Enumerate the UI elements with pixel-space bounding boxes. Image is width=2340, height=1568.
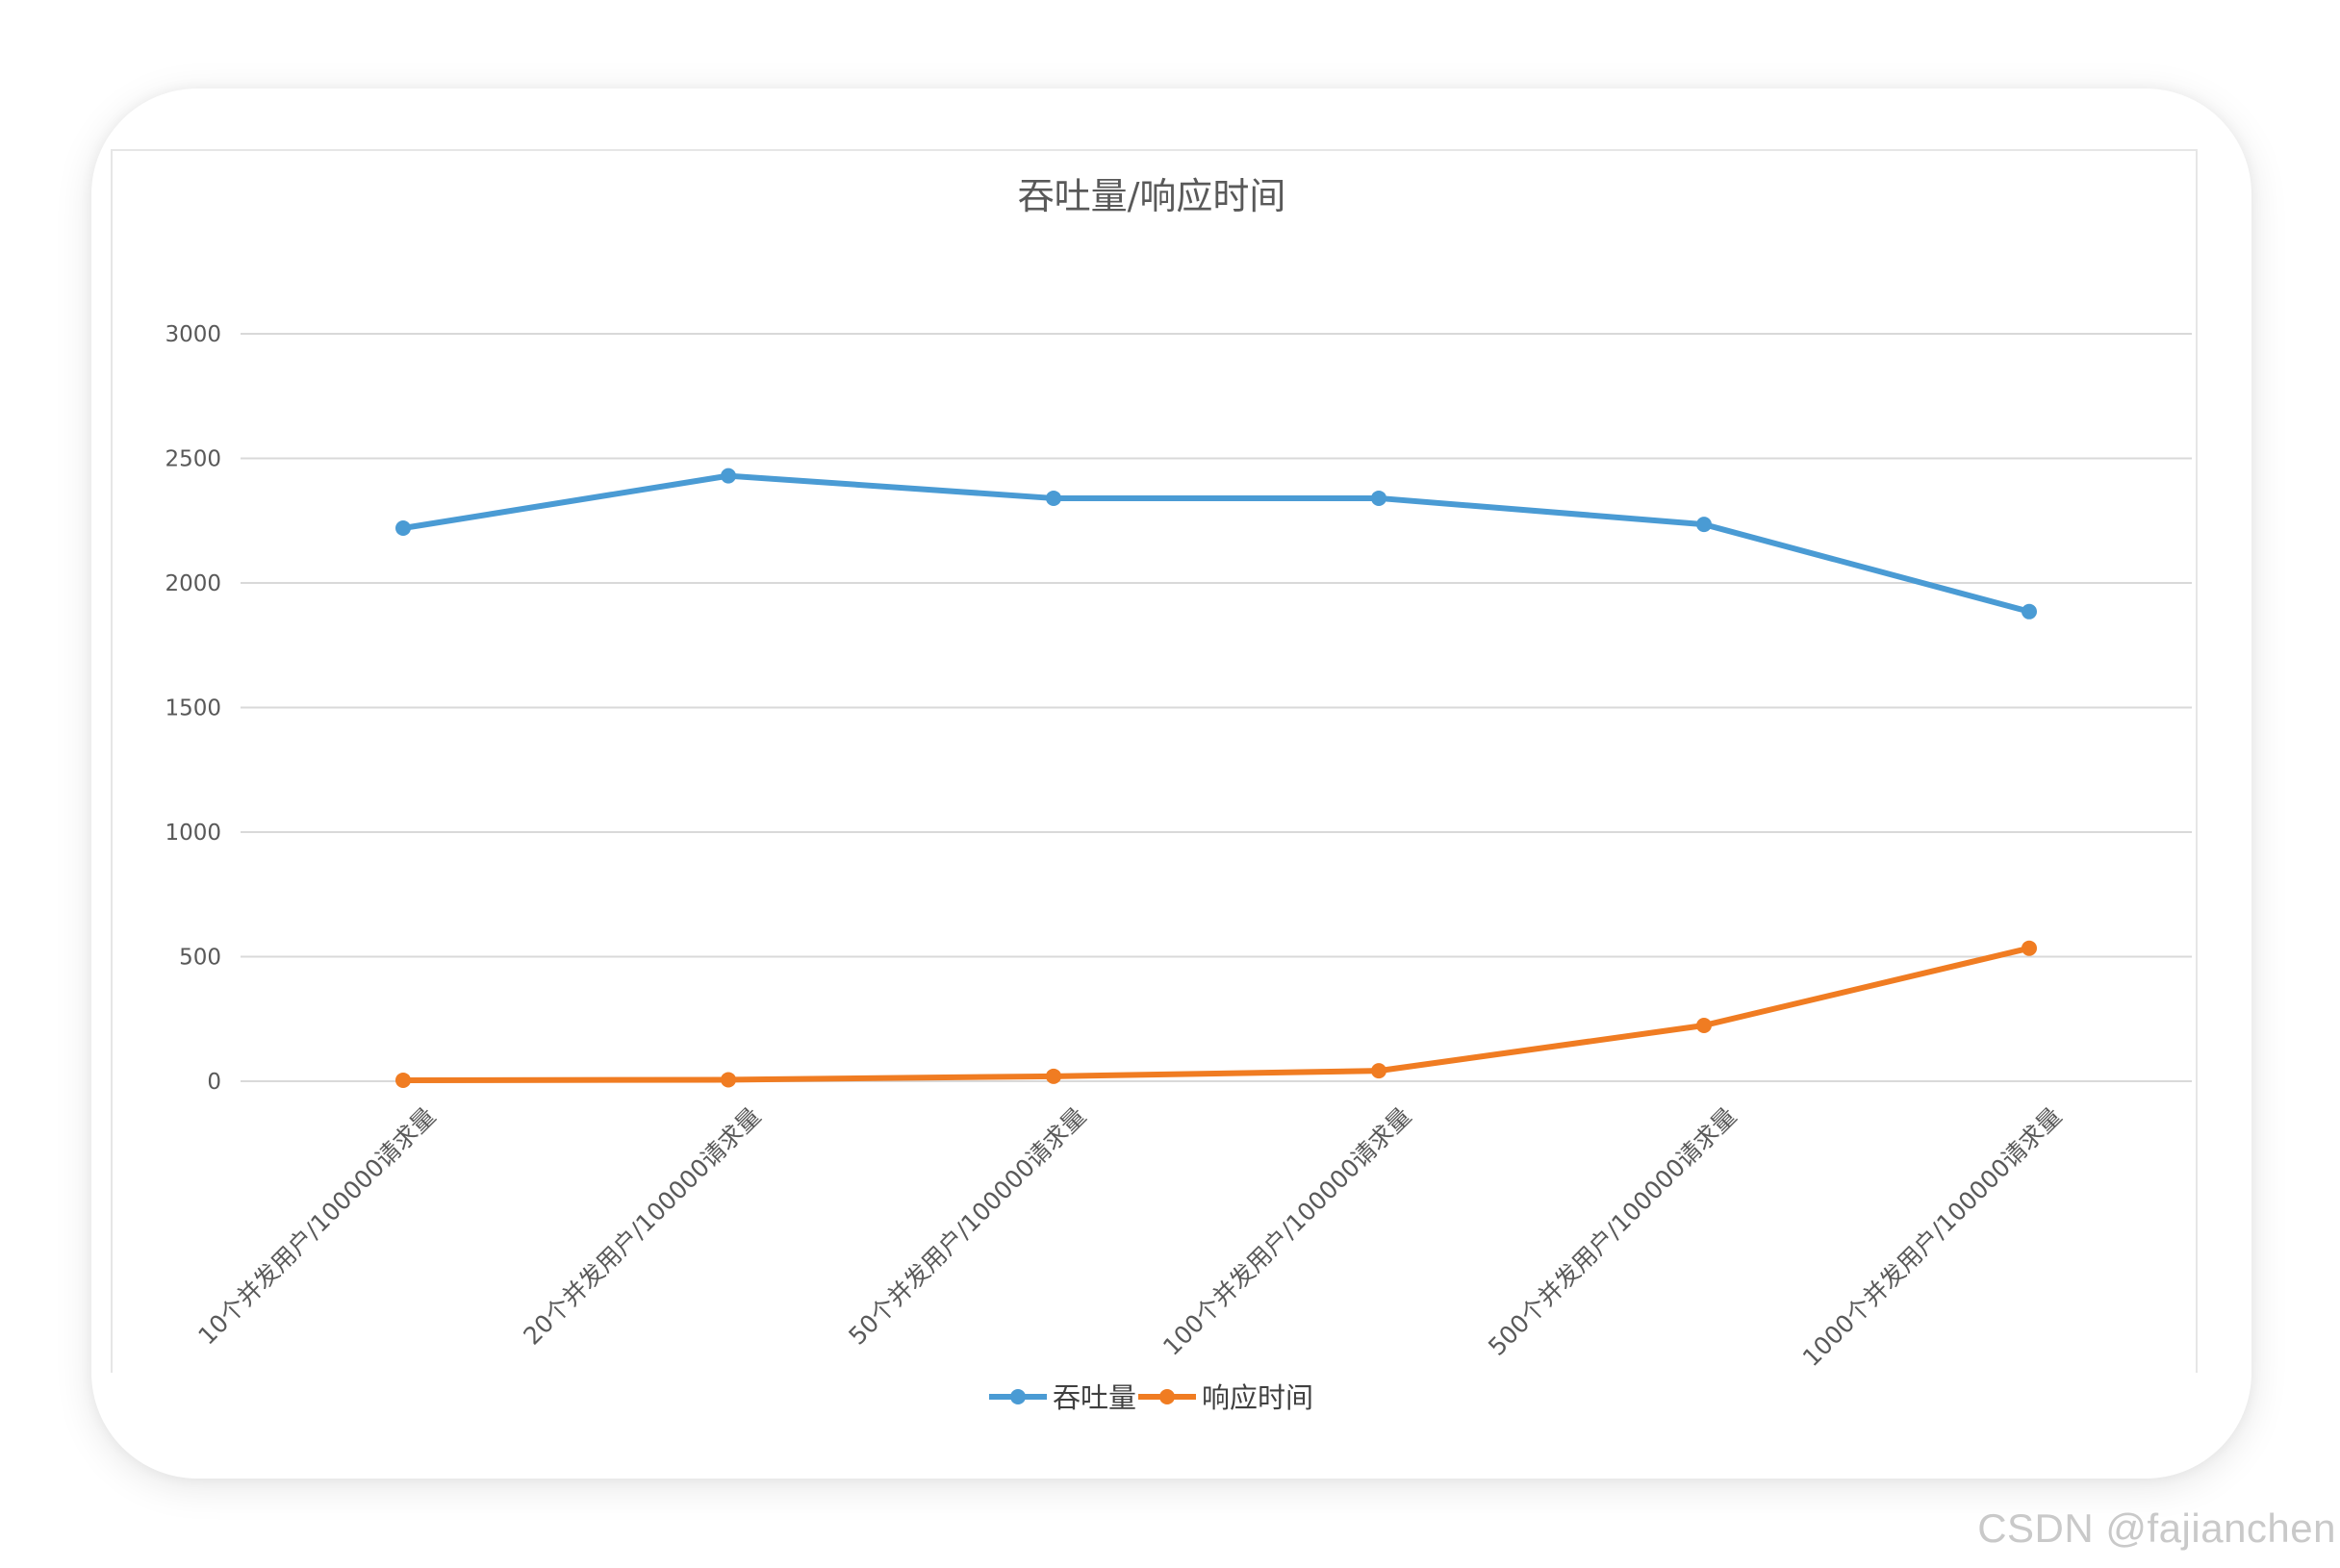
legend-label: 响应时间 [1202,1381,1313,1414]
series-lines [395,468,2037,1088]
data-point [1046,490,1061,506]
x-tick-label: 20个并发用户/100000请求量 [518,1102,766,1351]
series-line [400,472,2032,615]
data-point [2022,940,2037,956]
chart-card [91,89,2251,1479]
x-tick-label: 50个并发用户/100000请求量 [843,1102,1091,1351]
legend-marker [1010,1389,1026,1404]
data-point [395,1072,411,1088]
y-tick-label: 1000 [165,821,221,846]
legend: 吞吐量 响应时间 [989,1381,1313,1414]
data-point [1371,490,1386,506]
watermark: CSDN @fajianchen [1977,1505,2336,1551]
y-tick-label: 2500 [165,447,221,472]
y-axis-ticks: 0 500 1000 1500 2000 2500 3000 [165,322,221,1095]
legend-marker [1159,1389,1175,1404]
data-point [1046,1068,1061,1084]
data-point [721,468,736,484]
y-tick-label: 0 [207,1070,221,1095]
legend-label: 吞吐量 [1053,1381,1136,1414]
chart-frame [111,149,2198,1373]
y-tick-label: 2000 [165,571,221,596]
chart-title: 吞吐量/响应时间 [1018,175,1286,217]
series-line [400,945,2032,1083]
y-tick-label: 500 [179,946,221,971]
x-tick-label: 1000个并发用户/100000请求量 [1797,1102,2067,1372]
y-tick-label: 3000 [165,322,221,347]
data-point [2022,603,2037,620]
data-point [395,520,411,537]
y-tick-label: 1500 [165,696,221,721]
x-tick-label: 10个并发用户/100000请求量 [192,1102,441,1351]
data-point [1371,1063,1386,1079]
gridlines [241,333,2192,1082]
x-tick-label: 500个并发用户/100000请求量 [1483,1102,1742,1361]
x-axis-ticks: 10个并发用户/100000请求量 20个并发用户/100000请求量 50个并发用… [192,1102,2067,1372]
x-tick-label: 100个并发用户/100000请求量 [1157,1102,1416,1361]
data-point [1696,517,1712,533]
data-point [1696,1017,1712,1033]
data-point [721,1072,736,1088]
